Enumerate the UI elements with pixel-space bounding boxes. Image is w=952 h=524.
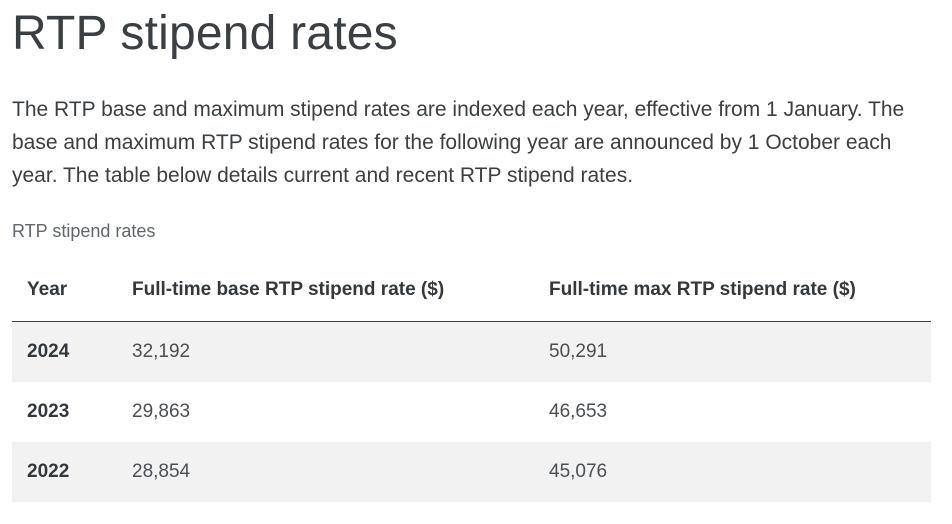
table-row: 2024 32,192 50,291	[12, 321, 931, 382]
table-row: 2022 28,854 45,076	[12, 442, 931, 502]
cell-max-rate: 46,653	[534, 382, 931, 442]
intro-paragraph: The RTP base and maximum stipend rates a…	[12, 98, 905, 187]
header-year: Year	[12, 259, 117, 322]
cell-base-rate: 32,192	[117, 321, 534, 382]
table-header: Year Full-time base RTP stipend rate ($)…	[12, 259, 931, 322]
header-row: Year Full-time base RTP stipend rate ($)…	[12, 259, 931, 322]
page-title: RTP stipend rates	[12, 7, 398, 60]
table-caption: RTP stipend rates	[12, 221, 156, 241]
table-row: 2023 29,863 46,653	[12, 382, 931, 442]
header-base-rate: Full-time base RTP stipend rate ($)	[117, 259, 534, 322]
cell-max-rate: 45,076	[534, 442, 931, 502]
table-body: 2024 32,192 50,291 2023 29,863 46,653 20…	[12, 321, 931, 502]
cell-year: 2022	[12, 442, 117, 502]
cell-max-rate: 50,291	[534, 321, 931, 382]
stipend-rates-table: Year Full-time base RTP stipend rate ($)…	[12, 259, 931, 502]
cell-year: 2024	[12, 321, 117, 382]
header-max-rate: Full-time max RTP stipend rate ($)	[534, 259, 931, 322]
cell-year: 2023	[12, 382, 117, 442]
cell-base-rate: 29,863	[117, 382, 534, 442]
cell-base-rate: 28,854	[117, 442, 534, 502]
